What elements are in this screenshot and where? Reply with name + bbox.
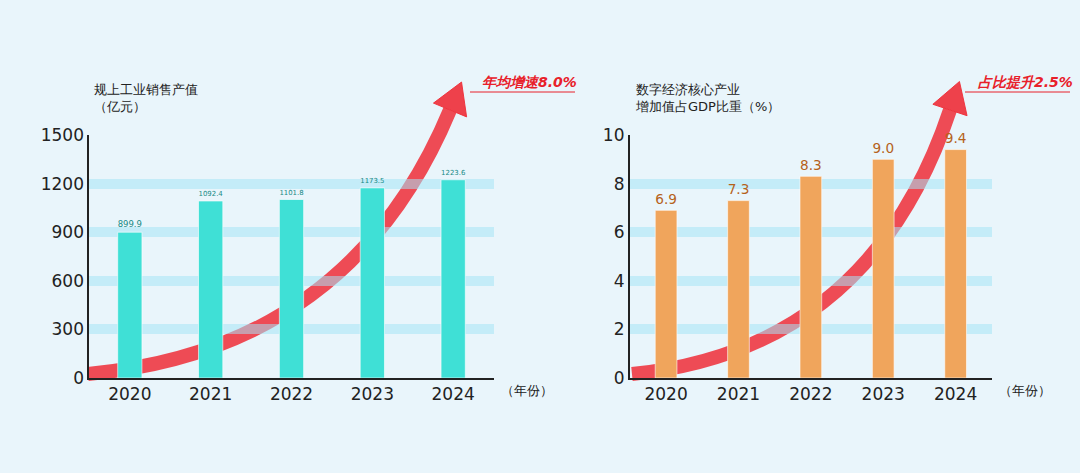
svg-text:10: 10 — [603, 125, 625, 145]
svg-text:0: 0 — [73, 368, 84, 388]
svg-text:2024: 2024 — [432, 384, 475, 404]
svg-text:6: 6 — [614, 222, 625, 242]
svg-text:2020: 2020 — [644, 384, 687, 404]
svg-text:899.9: 899.9 — [118, 219, 142, 229]
svg-text:300: 300 — [52, 319, 84, 339]
svg-text:600: 600 — [52, 271, 84, 291]
svg-text:4: 4 — [614, 271, 625, 291]
svg-text:2023: 2023 — [862, 384, 905, 404]
svg-text:1500: 1500 — [41, 125, 84, 145]
svg-text:2024: 2024 — [934, 384, 977, 404]
svg-text:（年份）: （年份） — [501, 383, 553, 398]
svg-text:9.4: 9.4 — [945, 130, 967, 146]
svg-text:年均增速8.0%: 年均增速8.0% — [482, 74, 577, 90]
svg-text:2: 2 — [614, 319, 625, 339]
svg-text:1092.4: 1092.4 — [199, 190, 224, 198]
svg-text:2022: 2022 — [789, 384, 832, 404]
svg-text:1173.5: 1173.5 — [360, 177, 384, 185]
svg-text:数字经济核心产业增加值占GDP比重（%）: 数字经济核心产业增加值占GDP比重（%） — [635, 82, 780, 114]
svg-text:1200: 1200 — [41, 174, 84, 194]
svg-text:7.3: 7.3 — [728, 181, 750, 197]
svg-text:2021: 2021 — [189, 384, 232, 404]
svg-text:2022: 2022 — [270, 384, 313, 404]
svg-text:0: 0 — [614, 368, 625, 388]
svg-text:规上工业销售产值（亿元）: 规上工业销售产值（亿元） — [94, 82, 198, 114]
svg-text:6.9: 6.9 — [655, 191, 677, 207]
svg-text:占比提升2.5%: 占比提升2.5% — [977, 74, 1073, 90]
svg-text:2023: 2023 — [351, 384, 394, 404]
svg-text:1223.6: 1223.6 — [441, 169, 465, 177]
svg-text:8.3: 8.3 — [800, 157, 822, 173]
svg-text:（年份）: （年份） — [999, 383, 1051, 398]
svg-text:9.0: 9.0 — [872, 140, 894, 156]
svg-text:2020: 2020 — [108, 384, 151, 404]
svg-text:1101.8: 1101.8 — [279, 189, 303, 197]
svg-text:900: 900 — [52, 222, 84, 242]
svg-text:2021: 2021 — [717, 384, 760, 404]
svg-text:8: 8 — [614, 174, 625, 194]
